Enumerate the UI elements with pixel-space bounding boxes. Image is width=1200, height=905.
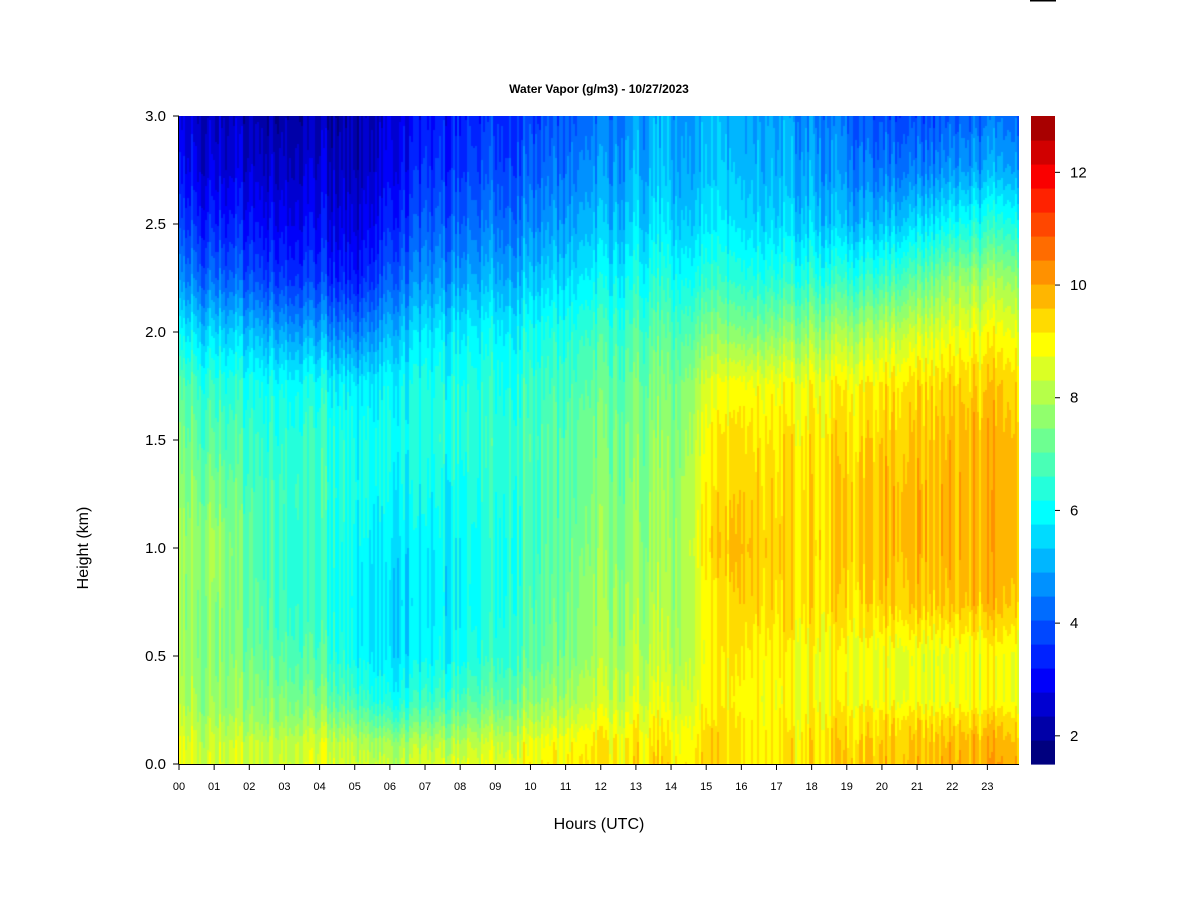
y-tick-label: 1.0 <box>145 540 166 557</box>
colorbar-segment <box>1031 380 1055 405</box>
colorbar-segment <box>1031 524 1055 549</box>
x-tick-label: 22 <box>946 781 958 793</box>
x-tick-label: 13 <box>630 781 642 793</box>
x-tick-label: 07 <box>419 781 431 793</box>
plot-area <box>179 116 1019 764</box>
colorbar-segment <box>1031 188 1055 213</box>
corner-mark <box>1030 0 1056 2</box>
x-tick-label: 17 <box>770 781 782 793</box>
colorbar-segment <box>1031 668 1055 693</box>
colorbar-segment <box>1031 596 1055 621</box>
colorbar-segment <box>1031 620 1055 645</box>
colorbar-segment <box>1031 332 1055 357</box>
x-tick-label: 15 <box>700 781 712 793</box>
colorbar-segment <box>1031 212 1055 237</box>
colorbar-segment <box>1031 116 1055 141</box>
colorbar-tick-label: 4 <box>1070 615 1078 632</box>
x-tick-label: 00 <box>173 781 185 793</box>
x-tick-label: 08 <box>454 781 466 793</box>
x-tick-label: 16 <box>735 781 747 793</box>
x-tick-label: 09 <box>489 781 501 793</box>
colorbar-tick-label: 12 <box>1070 164 1087 181</box>
y-tick-label: 2.5 <box>145 216 166 233</box>
x-tick-label: 06 <box>384 781 396 793</box>
colorbar-segment <box>1031 164 1055 189</box>
x-tick-label: 05 <box>349 781 361 793</box>
y-tick-label: 0.5 <box>145 648 166 665</box>
x-tick-label: 19 <box>841 781 853 793</box>
x-tick-label: 10 <box>524 781 536 793</box>
x-tick-label: 11 <box>560 781 571 793</box>
colorbar-tick-label: 8 <box>1070 390 1078 407</box>
colorbar-segment <box>1031 572 1055 597</box>
chart-title: Water Vapor (g/m3) - 10/27/2023 <box>509 82 689 96</box>
x-tick-label: 03 <box>278 781 290 793</box>
colorbar-segment <box>1031 428 1055 453</box>
colorbar-segment <box>1031 644 1055 669</box>
x-tick-label: 23 <box>981 781 993 793</box>
x-tick-label: 18 <box>806 781 818 793</box>
x-tick-label: 21 <box>911 781 923 793</box>
x-tick-label: 02 <box>243 781 255 793</box>
colorbar-segment <box>1031 452 1055 477</box>
colorbar-segment <box>1031 308 1055 333</box>
y-tick-label: 3.0 <box>145 108 166 125</box>
x-tick-label: 14 <box>665 781 677 793</box>
x-axis-label: Hours (UTC) <box>554 816 645 833</box>
colorbar-tick-label: 6 <box>1070 502 1078 519</box>
colorbar-segment <box>1031 236 1055 261</box>
x-axis: 00 01 02 03 04 05 06 07 08 09 10 11 12 13 14 15 16 17 18 19… <box>173 764 1019 793</box>
y-tick-label: 2.0 <box>145 324 166 341</box>
colorbar-segment <box>1031 740 1055 765</box>
colorbar-segment <box>1031 404 1055 429</box>
y-axis: 0.0 0.5 1.0 1.5 2.0 2.5 3.0 <box>145 108 179 773</box>
colorbar-segment <box>1031 716 1055 741</box>
x-tick-label: 20 <box>876 781 888 793</box>
heatmap-field <box>179 116 1019 764</box>
colorbar: 2 4 6 8 10 12 <box>1031 116 1087 765</box>
colorbar-segment <box>1031 476 1055 501</box>
y-axis-label: Height (km) <box>75 507 92 590</box>
x-tick-label: 12 <box>595 781 607 793</box>
x-tick-label: 01 <box>208 781 220 793</box>
colorbar-tick-label: 10 <box>1070 277 1087 294</box>
x-tick-label: 04 <box>313 781 325 793</box>
colorbar-tick-label: 2 <box>1070 728 1078 745</box>
colorbar-segment <box>1031 692 1055 717</box>
colorbar-segment <box>1031 356 1055 381</box>
y-tick-label: 1.5 <box>145 432 166 449</box>
colorbar-segment <box>1031 260 1055 285</box>
colorbar-segment <box>1031 284 1055 309</box>
colorbar-segment <box>1031 500 1055 525</box>
colorbar-segment <box>1031 548 1055 573</box>
colorbar-segment <box>1031 140 1055 165</box>
y-tick-label: 0.0 <box>145 756 166 773</box>
